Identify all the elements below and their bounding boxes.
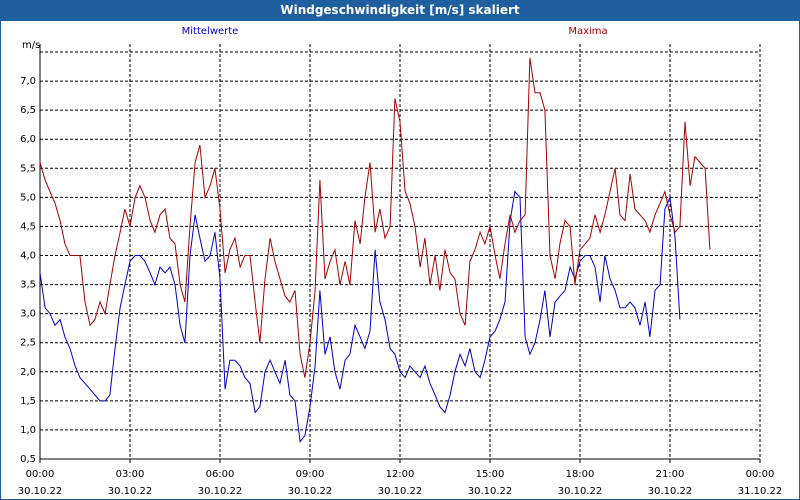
y-tick-label: 0,5 <box>20 454 36 465</box>
x-tick-date: 30.10.22 <box>378 486 423 497</box>
legend-maxima: Maxima <box>568 26 607 37</box>
grid <box>40 44 761 459</box>
x-axis: 00:00 30.10.22 03:00 30.10.22 06:00 30.10.22 0… <box>18 458 783 497</box>
x-tick-time: 03:00 <box>116 469 145 480</box>
y-tick-label: 3,5 <box>20 280 36 291</box>
x-tick-date: 30.10.22 <box>558 486 603 497</box>
x-tick-time: 09:00 <box>296 469 325 480</box>
y-axis: 0,5 1,0 1,5 2,0 2,5 3,0 3,5 4,0 4,5 5,0 5,5 6,0 6,5 7… <box>20 44 41 465</box>
y-tick-label: 5,5 <box>20 163 36 174</box>
x-tick-time: 15:00 <box>476 469 505 480</box>
y-tick-label: 6,5 <box>20 105 36 116</box>
y-tick-label: 4,5 <box>20 221 36 232</box>
x-tick-time: 18:00 <box>566 469 595 480</box>
y-tick-label: 2,5 <box>20 338 36 349</box>
y-tick-label: 1,0 <box>20 425 36 436</box>
x-tick-time: 12:00 <box>386 469 415 480</box>
title-bar: Windgeschwindigkeit [m/s] skaliert <box>0 0 800 20</box>
x-tick-time: 06:00 <box>206 469 235 480</box>
y-tick-label: 2,0 <box>20 367 36 378</box>
x-tick-date: 30.10.22 <box>18 486 63 497</box>
x-tick-date: 30.10.22 <box>198 486 243 497</box>
x-tick-date: 30.10.22 <box>288 486 333 497</box>
x-tick-date: 30.10.22 <box>648 486 693 497</box>
x-tick-time: 00:00 <box>26 469 55 480</box>
x-tick-time: 00:00 <box>746 469 775 480</box>
x-tick-date: 31.10.22 <box>738 486 783 497</box>
x-tick-time: 21:00 <box>656 469 685 480</box>
series-maxima-line <box>39 57 711 378</box>
y-tick-label: 6,0 <box>20 134 36 145</box>
y-axis-label: m/s <box>22 40 40 51</box>
series-mittelwerte-line <box>39 190 681 443</box>
chart-title: Windgeschwindigkeit [m/s] skaliert <box>280 3 520 17</box>
x-tick-date: 30.10.22 <box>468 486 513 497</box>
y-tick-label: 7,0 <box>20 76 36 87</box>
series-lines <box>39 57 711 443</box>
y-tick-label: 1,5 <box>20 396 36 407</box>
y-tick-label: 5,0 <box>20 192 36 203</box>
legend-mittelwerte: Mittelwerte <box>182 26 239 37</box>
y-tick-label: 4,0 <box>20 251 36 262</box>
y-tick-label: 3,0 <box>20 309 36 320</box>
x-tick-date: 30.10.22 <box>108 486 153 497</box>
